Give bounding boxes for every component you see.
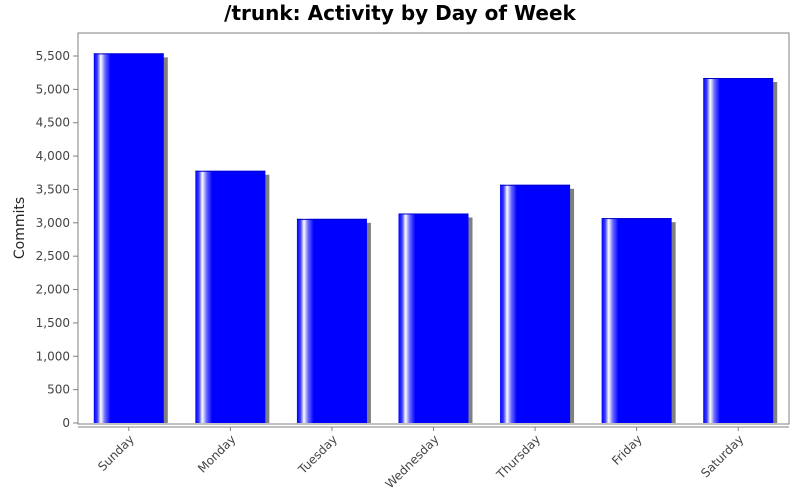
y-tick-label: 2,000 bbox=[36, 283, 70, 297]
y-tick-label: 3,500 bbox=[36, 182, 70, 196]
y-tick-label: 5,500 bbox=[36, 49, 70, 63]
x-tick-label: Friday bbox=[609, 432, 645, 468]
x-tick-label: Saturday bbox=[698, 432, 746, 480]
x-tick-label: Monday bbox=[195, 432, 238, 475]
bar-sunday bbox=[93, 53, 164, 424]
y-tick-label: 0 bbox=[62, 416, 70, 430]
y-axis-label: Commits bbox=[12, 197, 28, 259]
y-tick-label: 2,500 bbox=[36, 249, 70, 263]
bar-monday bbox=[195, 170, 266, 423]
bars bbox=[93, 53, 774, 424]
x-tick-label: Sunday bbox=[95, 432, 137, 474]
bar-thursday bbox=[500, 184, 571, 423]
x-tick-label: Tuesday bbox=[295, 432, 340, 477]
y-axis-ticks: 0 500 1,000 1,500 2,000 2,500 3,000 3,500 4,000 4… bbox=[36, 49, 78, 430]
y-tick-label: 1,000 bbox=[36, 349, 70, 363]
chart-title: /trunk: Activity by Day of Week bbox=[224, 1, 576, 25]
y-tick-label: 4,500 bbox=[36, 116, 70, 130]
x-tick-label: Thursday bbox=[493, 432, 543, 482]
x-tick-label: Wednesday bbox=[383, 432, 442, 491]
bar-wednesday bbox=[398, 213, 469, 423]
y-tick-label: 4,000 bbox=[36, 149, 70, 163]
y-tick-label: 3,000 bbox=[36, 216, 70, 230]
bar-friday bbox=[601, 218, 672, 423]
bar-tuesday bbox=[296, 218, 367, 423]
bar-saturday bbox=[703, 78, 774, 424]
y-tick-label: 500 bbox=[47, 383, 70, 397]
y-tick-label: 1,500 bbox=[36, 316, 70, 330]
x-axis-ticks: Sunday Monday Tuesday Wednesday Thursday Frid… bbox=[95, 427, 746, 491]
y-tick-label: 5,000 bbox=[36, 82, 70, 96]
